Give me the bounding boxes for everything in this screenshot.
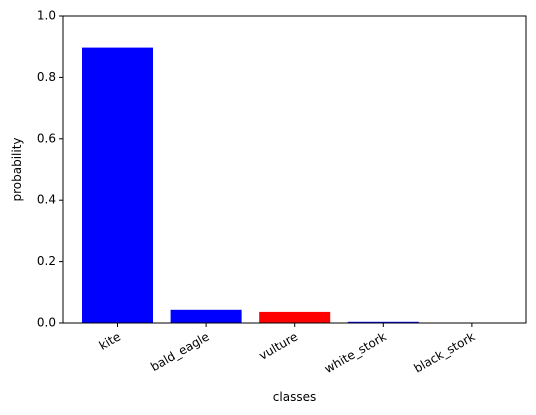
plot-frame [62, 15, 527, 324]
bar-kite [82, 47, 153, 323]
y-tick-label: 1.0 [37, 9, 56, 23]
y-tick-label: 0.6 [37, 131, 56, 145]
y-tick-label: 0.0 [37, 316, 56, 330]
bars-group [82, 47, 508, 323]
x-axis-title: classes [273, 390, 316, 404]
bar-vulture [259, 311, 331, 323]
bar-white-stork [347, 321, 419, 323]
y-axis-title: probability [10, 137, 24, 201]
y-tick-label: 0.4 [37, 193, 56, 207]
y-axis: 0.0 0.2 0.4 0.6 0.8 1.0 [37, 9, 63, 330]
y-tick-label: 0.8 [37, 70, 56, 84]
y-tick-label: 0.2 [37, 254, 56, 268]
bar-bald-eagle [170, 309, 242, 323]
